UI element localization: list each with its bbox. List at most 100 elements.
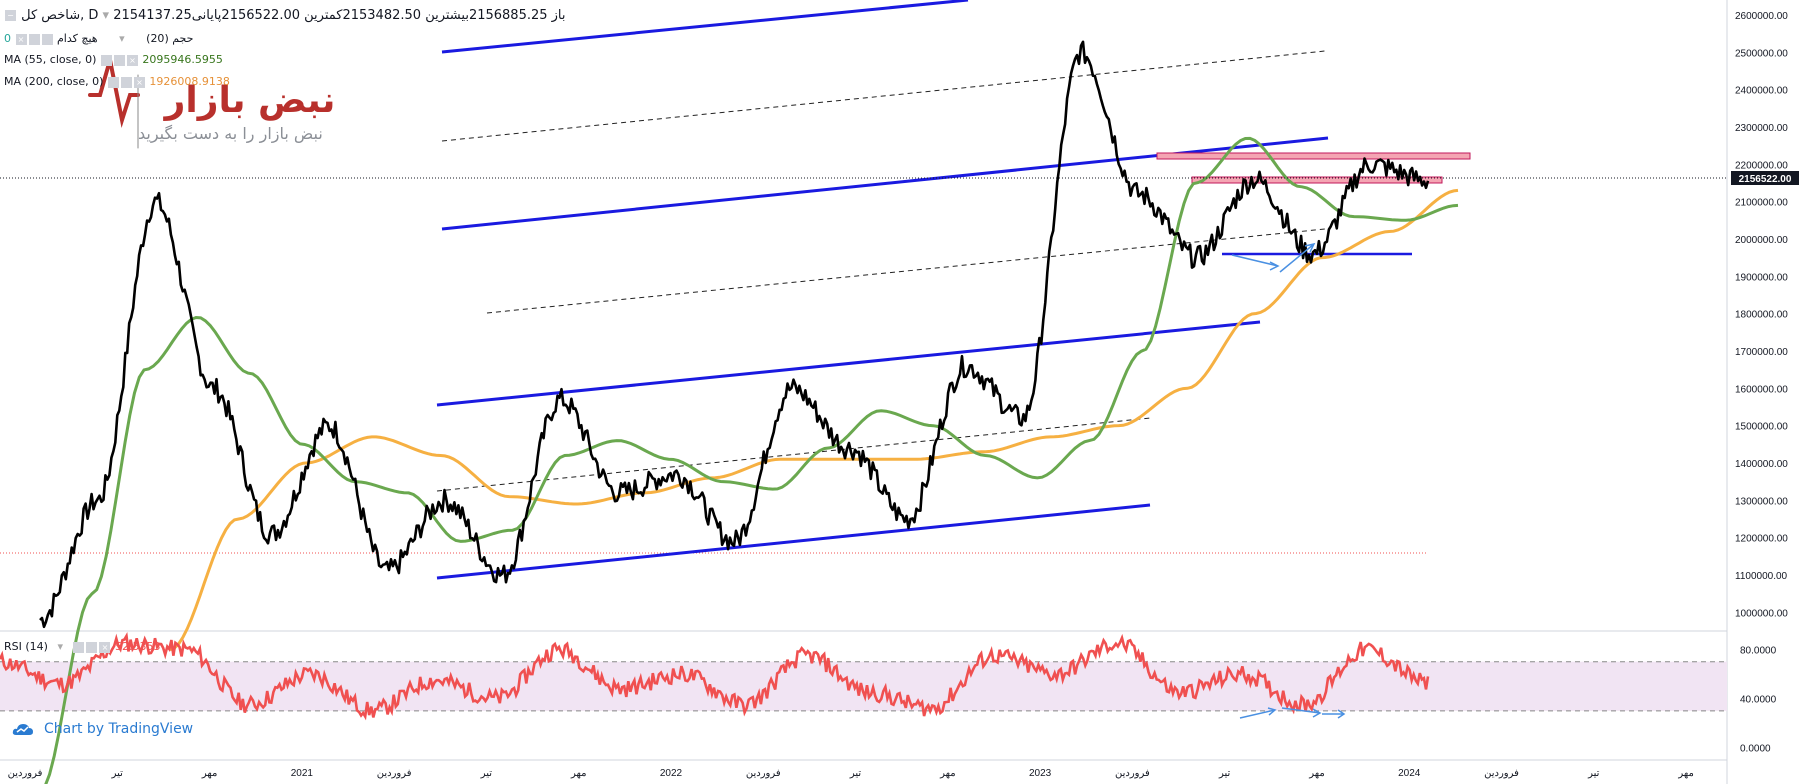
logo-text: نبض بازار	[163, 80, 336, 121]
price-tick-label: 2400000.00	[1735, 86, 1788, 97]
price-tick-label: 1700000.00	[1735, 347, 1788, 358]
close-icon[interactable]: ×	[126, 54, 138, 66]
time-tick-label: مهر	[1308, 768, 1324, 779]
time-tick-label: مهر	[570, 768, 586, 779]
rsi-legend[interactable]: RSI (14) ▾ × 52.5353	[4, 640, 160, 653]
rsi-tick-label: 40.0000	[1740, 695, 1777, 706]
channel-line-bottom[interactable]	[436, 503, 1151, 580]
collapse-icon[interactable]: −	[5, 10, 16, 21]
close-value: 2156522.00	[221, 8, 300, 23]
time-tick-label: تیر	[1218, 768, 1231, 779]
arrow-icon[interactable]	[1322, 709, 1346, 719]
time-tick-label: فروردین	[746, 768, 781, 779]
ma200-legend[interactable]: MA (200, close, 0) × 1926008.9138	[4, 75, 230, 88]
price-line	[39, 40, 1430, 629]
time-tick-label: تیر	[111, 768, 124, 779]
pulse-icon	[88, 59, 140, 128]
channel-line-top[interactable]	[441, 0, 969, 54]
arrow-icon[interactable]	[1239, 707, 1277, 719]
price-tick-label: 2000000.00	[1735, 235, 1788, 246]
symbol-title: شاخص کل, D	[21, 8, 99, 23]
settings-icon[interactable]	[113, 54, 125, 66]
ma200-line	[169, 188, 1459, 652]
dropdown-icon[interactable]: ▾	[57, 640, 63, 653]
channel-line-middle[interactable]	[436, 320, 1261, 407]
time-tick-label: 2024	[1398, 768, 1421, 779]
rsi-label: RSI (14)	[4, 640, 48, 653]
high-value: 2156885.25	[468, 8, 548, 23]
ma55-legend[interactable]: MA (55, close, 0) × 2095946.5955	[4, 53, 223, 66]
close-label: پایانی	[191, 8, 222, 23]
price-tick-label: 2500000.00	[1735, 48, 1788, 59]
time-axis[interactable]: فروردین تیر مهر 2021 فروردین تیر مهر 2022 فروردی…	[8, 768, 1694, 779]
last-price-value: 2156522.00	[1739, 174, 1792, 185]
resistance-zone-upper[interactable]	[1156, 152, 1471, 160]
time-tick-label: تیر	[849, 768, 862, 779]
settings-icon[interactable]	[28, 33, 40, 45]
volume-legend[interactable]: حجم (20) ▾ هیچ کدام × 0	[4, 32, 193, 45]
price-tick-label: 2600000.00	[1735, 11, 1788, 22]
settings-icon[interactable]	[120, 76, 132, 88]
visibility-icon[interactable]	[41, 33, 53, 45]
volume-label: حجم (20)	[146, 32, 194, 45]
volume-value: 0	[4, 32, 11, 45]
dashed-midlines[interactable]	[436, 50, 1326, 492]
rsi-tick-label: 80.0000	[1740, 645, 1777, 656]
time-tick-label: 2022	[660, 768, 683, 779]
dashed-midline-upper[interactable]	[486, 228, 1326, 314]
arrow-annotations[interactable]	[1231, 242, 1346, 719]
credit-text: Chart by TradingView	[44, 721, 194, 737]
time-tick-label: مهر	[939, 768, 955, 779]
close-icon[interactable]: ×	[133, 76, 145, 88]
price-tick-label: 2300000.00	[1735, 123, 1788, 134]
price-tick-label: 1400000.00	[1735, 459, 1788, 470]
visibility-icon[interactable]	[73, 641, 85, 653]
time-tick-label: 2021	[291, 768, 314, 779]
time-tick-label: فروردین	[8, 768, 43, 779]
price-axis[interactable]: 2600000.00 2500000.00 2400000.00 2300000.00…	[1735, 11, 1788, 619]
low-value: 2153482.50	[342, 8, 422, 23]
last-price-badge	[1731, 171, 1799, 185]
arrow-icon[interactable]	[1279, 242, 1316, 273]
price-tick-label: 2200000.00	[1735, 160, 1788, 171]
open-value: 2154137.25	[113, 8, 192, 23]
close-icon[interactable]: ×	[15, 33, 27, 45]
ma55-value: 2095946.5955	[142, 53, 223, 66]
ma55-label: MA (55, close, 0)	[4, 53, 97, 66]
price-tick-label: 1000000.00	[1735, 608, 1788, 619]
price-tick-label: 1500000.00	[1735, 422, 1788, 433]
cloud-chart-icon	[12, 724, 34, 735]
visibility-icon[interactable]	[100, 54, 112, 66]
visibility-icon[interactable]	[107, 76, 119, 88]
ma200-label: MA (200, close, 0)	[4, 75, 104, 88]
price-tick-label: 1600000.00	[1735, 384, 1788, 395]
arrow-icon[interactable]	[1281, 707, 1322, 718]
price-tick-label: 2100000.00	[1735, 198, 1788, 209]
time-tick-label: مهر	[201, 768, 217, 779]
ma200-value: 1926008.9138	[149, 75, 230, 88]
dashed-midline-top[interactable]	[441, 50, 1326, 142]
rsi-line	[0, 631, 1430, 721]
symbol-legend[interactable]: − شاخص کل, D ▾ 2154137.25 باز 2156885.25ب…	[4, 8, 566, 23]
rsi-tick-label: 0.0000	[1740, 744, 1771, 755]
tradingview-credit[interactable]: Chart by TradingView	[12, 720, 193, 738]
dropdown-icon[interactable]: ▾	[119, 32, 125, 45]
rsi-value: 52.5353	[114, 640, 161, 653]
arrow-icon[interactable]	[1231, 254, 1280, 271]
settings-icon[interactable]	[86, 641, 98, 653]
dropdown-icon[interactable]: ▾	[102, 8, 110, 23]
time-tick-label: 2023	[1029, 768, 1052, 779]
price-tick-label: 1200000.00	[1735, 534, 1788, 545]
dashed-midline-lower[interactable]	[436, 417, 1151, 492]
volume-value-label: هیچ کدام	[57, 32, 98, 45]
resistance-zone-lower[interactable]	[1191, 176, 1443, 184]
time-tick-label: فروردین	[377, 768, 412, 779]
rsi-axis[interactable]: 80.0000 40.0000 0.0000	[1740, 645, 1777, 754]
price-tick-label: 1300000.00	[1735, 496, 1788, 507]
close-icon[interactable]: ×	[99, 641, 111, 653]
open-label: باز	[551, 8, 566, 23]
ma55-line	[44, 136, 1459, 784]
time-tick-label: مهر	[1677, 768, 1693, 779]
time-tick-label: فروردین	[1115, 768, 1150, 779]
